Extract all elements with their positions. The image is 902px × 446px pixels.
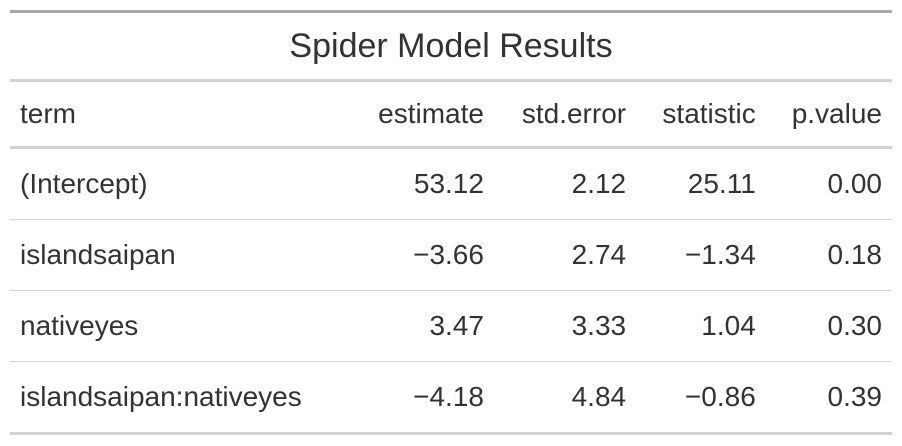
cell-p-value: 0.00 [765,147,892,220]
cell-term: islandsaipan:nativeyes [20,381,302,412]
column-header-estimate: estimate [350,80,494,149]
cell-p-value: 0.30 [765,290,892,362]
cell-statistic: −0.86 [684,381,756,412]
column-header-term: term [10,80,350,149]
cell-std-error: 2.12 [493,147,637,220]
cell-p-value: 0.39 [827,381,883,412]
cell-term: nativeyes [10,290,350,362]
cell-term: (Intercept) [10,147,350,220]
table-row: (Intercept) 53.12 2.12 25.11 0.00 [10,147,892,220]
table-title-row: Spider Model Results [10,11,892,82]
cell-estimate: −4.18 [413,381,484,412]
results-table-container: Spider Model Results term estimate std.e… [10,10,892,435]
cell-estimate: 53.12 [350,147,494,220]
model-results-table: Spider Model Results term estimate std.e… [10,10,892,435]
column-header-statistic: statistic [636,80,766,149]
table-row: nativeyes 3.47 3.33 1.04 0.30 [10,290,892,362]
column-header-p-value: p.value [765,80,892,149]
cell-statistic: 25.11 [636,147,766,220]
cell-statistic: 1.04 [636,290,766,362]
cell-std-error: 4.84 [571,381,627,412]
column-header-std-error: std.error [493,80,637,149]
cell-term: islandsaipan [10,219,350,291]
table-title: Spider Model Results [10,11,892,82]
cell-statistic: −1.34 [636,219,766,291]
cell-estimate: 3.47 [350,290,494,362]
table-row: islandsaipan:nativeyes −4.18 4.84 −0.86 … [10,362,892,434]
cell-std-error: 3.33 [493,290,637,362]
column-header-row: term estimate std.error statistic p.valu… [10,80,892,149]
cell-estimate: −3.66 [350,219,494,291]
cell-std-error: 2.74 [493,219,637,291]
cell-p-value: 0.18 [765,219,892,291]
table-row: islandsaipan −3.66 2.74 −1.34 0.18 [10,219,892,291]
